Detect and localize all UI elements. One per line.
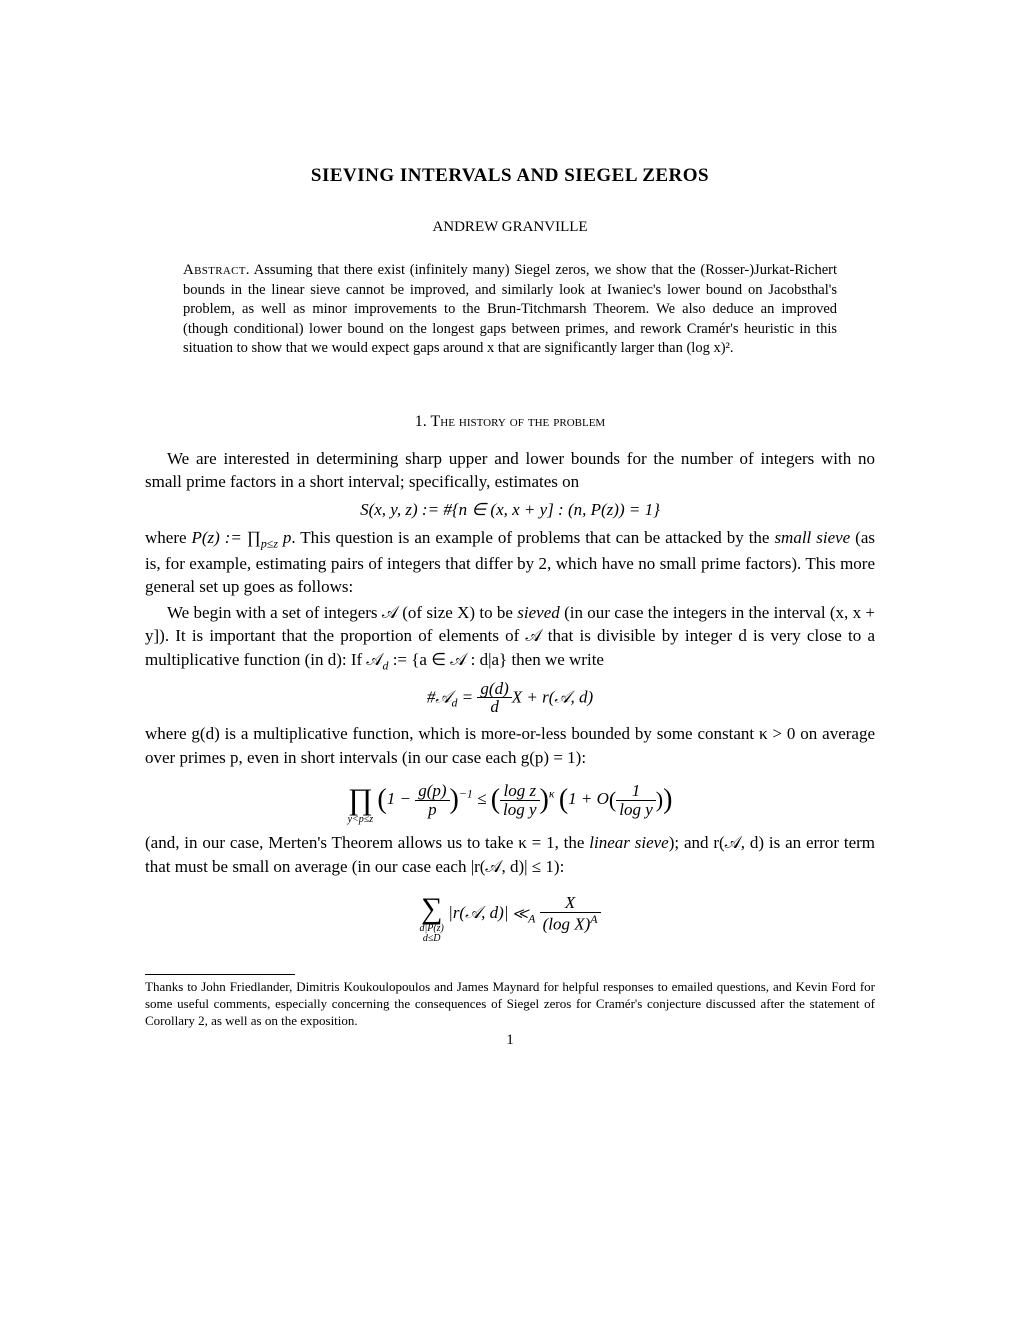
paper-author: ANDREW GRANVILLE bbox=[145, 219, 875, 236]
para-5a: (and, in our case, Merten's Theorem allo… bbox=[145, 833, 589, 852]
term-linear-sieve: linear sieve bbox=[589, 833, 668, 852]
term-sieved: sieved bbox=[517, 603, 559, 622]
body-text: We are interested in determining sharp u… bbox=[145, 447, 875, 944]
p-of-z-def: P(z) := ∏p≤z p bbox=[191, 528, 291, 547]
equation-2: #𝒜d = g(d)dX + r(𝒜, d) bbox=[145, 680, 875, 717]
para-2a: where bbox=[145, 528, 191, 547]
abstract-label: Abstract. bbox=[183, 262, 250, 278]
para-3a: We begin with a set of integers 𝒜 (of si… bbox=[167, 603, 517, 622]
term-small-sieve: small sieve bbox=[774, 528, 850, 547]
para-1: We are interested in determining sharp u… bbox=[145, 447, 875, 494]
para-2: where P(z) := ∏p≤z p. This question is a… bbox=[145, 526, 875, 599]
equation-3: ∏y<p≤z (1 − g(p)p)−1 ≤ (log zlog y)κ (1 … bbox=[145, 775, 875, 825]
para-5: (and, in our case, Merten's Theorem allo… bbox=[145, 831, 875, 878]
equation-4: ∑d|P(z)d≤D |r(𝒜, d)| ≪A X(log X)A bbox=[145, 884, 875, 944]
section-title: 1. The history of the problem bbox=[145, 413, 875, 431]
para-4: where g(d) is a multiplicative function,… bbox=[145, 722, 875, 769]
abstract-text: Assuming that there exist (infinitely ma… bbox=[183, 262, 837, 356]
page-number: 1 bbox=[145, 1032, 875, 1049]
para-2b: . This question is an example of problem… bbox=[291, 528, 774, 547]
footnote: Thanks to John Friedlander, Dimitris Kou… bbox=[145, 979, 875, 1030]
para-3: We begin with a set of integers 𝒜 (of si… bbox=[145, 601, 875, 674]
paper-title: SIEVING INTERVALS AND SIEGEL ZEROS bbox=[145, 165, 875, 187]
abstract: Abstract. Assuming that there exist (inf… bbox=[183, 260, 837, 359]
footnote-rule bbox=[145, 974, 295, 975]
equation-1: S(x, y, z) := #{n ∈ (x, x + y] : (n, P(z… bbox=[145, 500, 875, 520]
para-3c2: := {a ∈ 𝒜 : d|a} then we write bbox=[388, 650, 604, 669]
